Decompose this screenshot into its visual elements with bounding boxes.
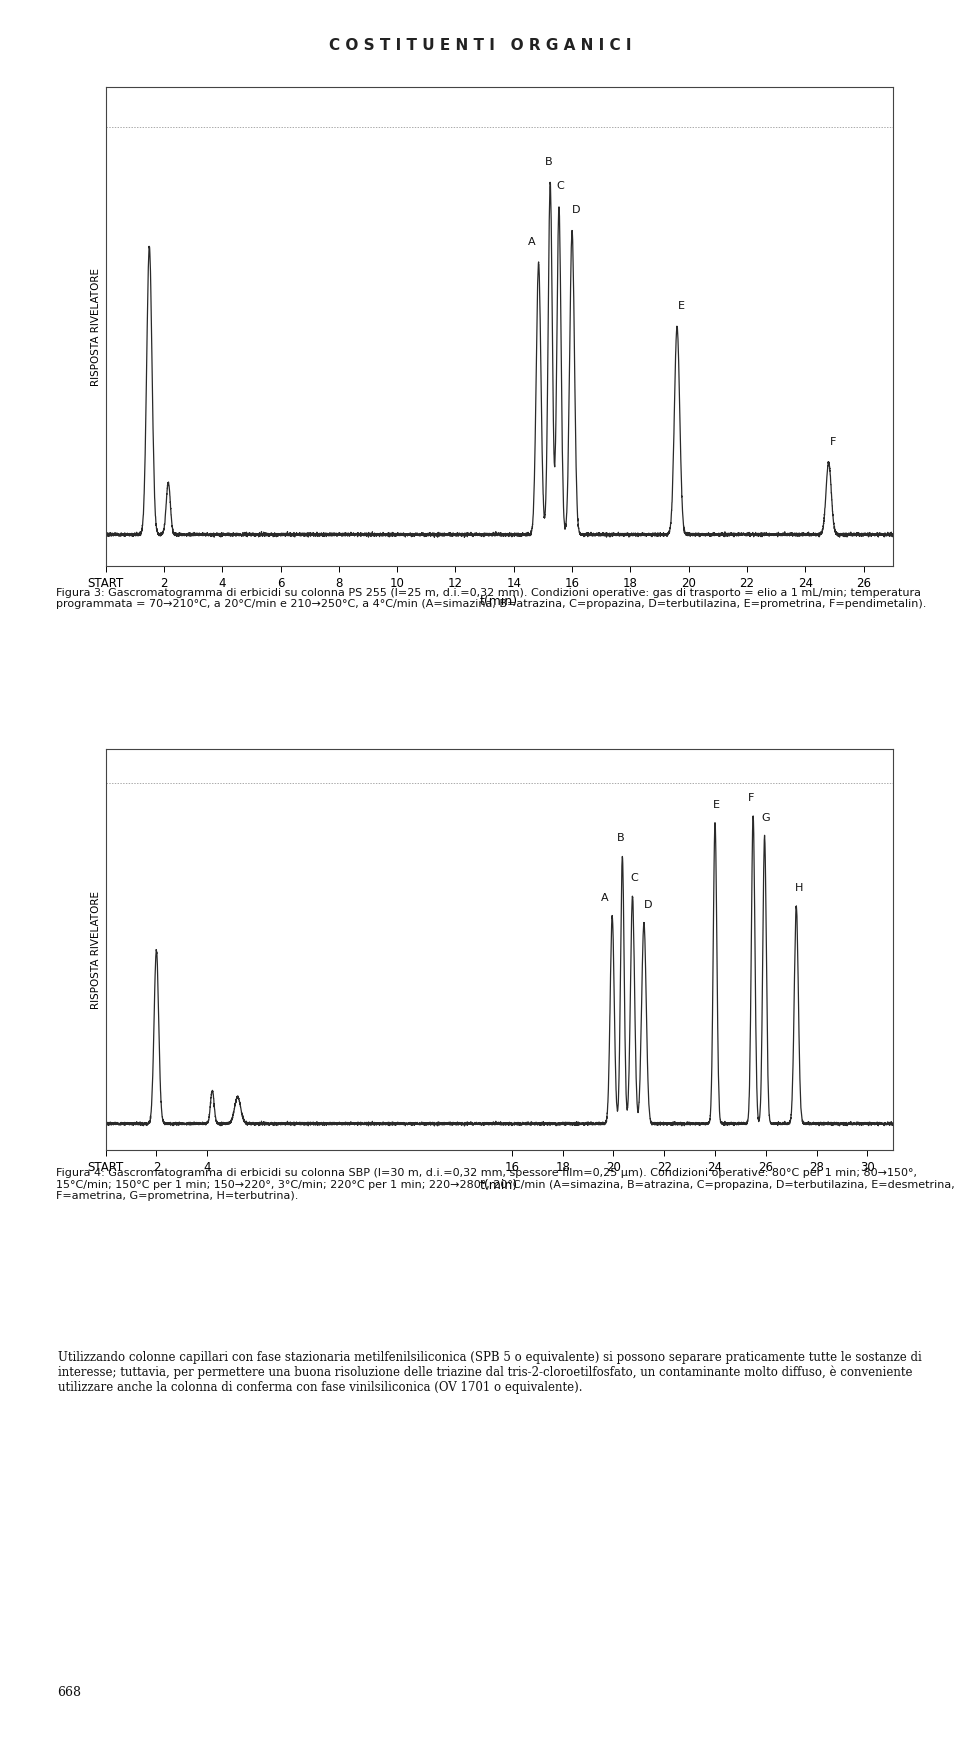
- Text: A: A: [527, 237, 535, 248]
- Text: C: C: [557, 181, 564, 192]
- Text: Utilizzando colonne capillari con fase stazionaria metilfenilsiliconica (SPB 5 o: Utilizzando colonne capillari con fase s…: [58, 1351, 922, 1394]
- Text: A: A: [601, 892, 609, 903]
- Text: B: B: [617, 833, 625, 844]
- X-axis label: t(min): t(min): [480, 1180, 518, 1192]
- Text: E: E: [678, 302, 684, 310]
- Text: B: B: [545, 157, 553, 167]
- Text: Figura 4: Gascromatogramma di erbicidi su colonna SBP (l=30 m, d.i.=0,32 mm, spe: Figura 4: Gascromatogramma di erbicidi s…: [56, 1168, 955, 1201]
- X-axis label: t(min): t(min): [480, 596, 518, 608]
- Text: C O S T I T U E N T I   O R G A N I C I: C O S T I T U E N T I O R G A N I C I: [328, 38, 632, 54]
- Y-axis label: RISPOSTA RIVELATORE: RISPOSTA RIVELATORE: [91, 891, 102, 1009]
- Text: Figura 3: Gascromatogramma di erbicidi su colonna PS 255 (l=25 m, d.i.=0,32 mm).: Figura 3: Gascromatogramma di erbicidi s…: [56, 587, 926, 608]
- Text: 668: 668: [58, 1687, 82, 1699]
- Text: H: H: [795, 884, 803, 892]
- Text: D: D: [643, 899, 652, 910]
- Text: E: E: [713, 800, 720, 809]
- Y-axis label: RISPOSTA RIVELATORE: RISPOSTA RIVELATORE: [91, 268, 102, 385]
- Text: D: D: [572, 206, 581, 214]
- Text: F: F: [748, 793, 754, 804]
- Text: C: C: [630, 873, 637, 884]
- Text: F: F: [829, 437, 836, 446]
- Text: G: G: [761, 812, 770, 823]
